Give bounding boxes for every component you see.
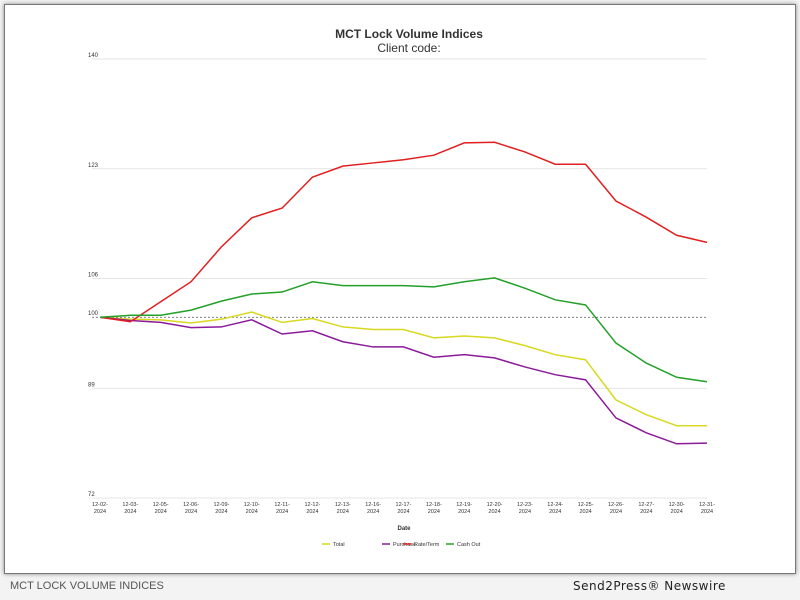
x-tick-label: 12-05-2024 [153,502,169,515]
y-tick-label: 106 [88,273,99,279]
x-tick-label: 12-12-2024 [304,502,320,515]
x-tick-label: 12-18-2024 [426,502,442,515]
legend-label: Total [333,542,345,548]
x-tick-label: 12-19-2024 [456,502,472,515]
legend-label: Rate/Term [414,542,440,548]
x-tick-label: 12-25-2024 [578,502,594,515]
x-tick-label: 12-26-2024 [608,502,624,515]
series-line-cash-out [99,277,708,383]
chart-title: MCT Lock Volume Indices [335,27,483,41]
x-tick-label: 12-02-2024 [92,502,108,515]
x-tick-label: 12-11-2024 [274,502,290,515]
y-tick-label: 140 [88,53,99,59]
x-axis-label: Date [397,526,411,532]
x-tick-label: 12-16-2024 [365,502,381,515]
legend-label: Cash Out [457,542,481,548]
x-tick-label: 12-03-2024 [122,502,138,515]
x-tick-label: 12-17-2024 [396,502,412,515]
y-tick-label: 100 [88,311,99,317]
y-tick-label: 123 [88,163,99,169]
series-line-rate-term [99,141,708,323]
x-tick-label: 12-10-2024 [244,502,260,515]
y-tick-label: 72 [88,492,95,498]
line-chart: MCT Lock Volume Indices Client code: 72 8… [88,27,715,548]
x-tick-label: 12-31-2024 [699,502,715,515]
y-tick-label: 89 [88,382,95,388]
chart-frame: MCT Lock Volume Indices Client code: 72 8… [4,4,796,574]
chart-subtitle: Client code: [377,41,440,55]
x-tick-label: 12-23-2024 [517,502,533,515]
series-line-purchase [99,316,708,445]
x-tick-label: 12-13-2024 [335,502,351,515]
x-tick-label: 12-20-2024 [487,502,503,515]
x-tick-label: 12-30-2024 [669,502,685,515]
footer-caption: MCT LOCK VOLUME INDICES [10,580,164,592]
series-line-total [99,311,707,427]
newswire-credit: Send2Press® Newswire [573,579,726,593]
x-tick-label: 12-09-2024 [213,502,229,515]
x-tick-label: 12-27-2024 [638,502,654,515]
legend-label: Purchase [393,542,416,548]
x-tick-label: 12-06-2024 [183,502,199,515]
x-tick-label: 12-24-2024 [547,502,563,515]
